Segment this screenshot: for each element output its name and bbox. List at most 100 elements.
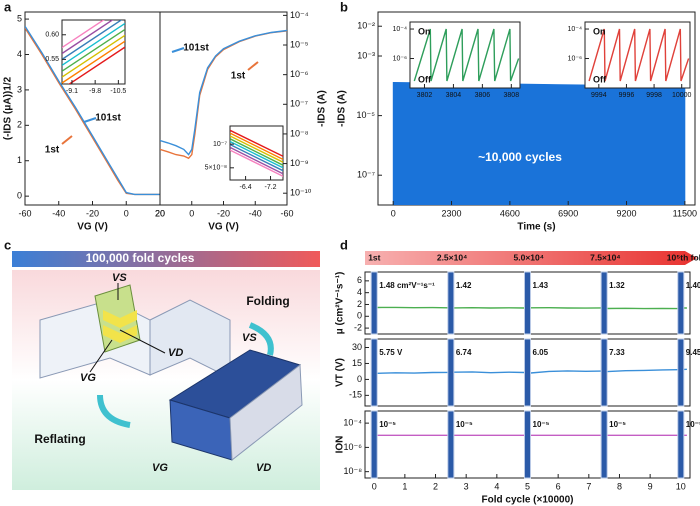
y-tick-label: 0.60	[45, 32, 59, 39]
y-tick-label: 0	[17, 191, 22, 201]
y-tick-label: 10⁻⁷	[290, 99, 308, 109]
y-tick-label: 3	[17, 84, 22, 94]
y-tick-label: 10⁻¹⁰	[290, 188, 312, 198]
plot-area	[230, 129, 283, 177]
y-tick-label: 10⁻⁴	[393, 26, 408, 33]
annotation: 10⁻⁵	[686, 420, 700, 429]
y-tick-label: 10⁻⁷	[213, 141, 227, 148]
plot-area	[588, 28, 690, 82]
x-tick-label: 2300	[442, 208, 462, 218]
series-label: 1st	[45, 145, 60, 156]
line	[230, 140, 283, 169]
y-tick-label: 10⁻⁵	[357, 110, 376, 120]
annotation: ~10,000 cycles	[478, 150, 562, 164]
annotation: 10⁻⁵	[379, 420, 396, 429]
annotation: 1.40	[686, 281, 700, 290]
line	[68, 46, 125, 84]
x-tick-label: 1	[402, 481, 407, 491]
x-tick-label: 2	[433, 481, 438, 491]
y-tick-label: 2	[357, 299, 362, 309]
fold-marker	[447, 338, 455, 407]
x-tick-label: -9.8	[89, 88, 101, 95]
cycle-arrow	[365, 251, 697, 265]
y-tick-label: 10⁻⁶	[568, 55, 582, 62]
y-tick-label: 0.55	[45, 56, 59, 63]
fold-marker	[600, 410, 608, 479]
fold-marker	[677, 338, 685, 407]
line	[62, 20, 114, 55]
x-tick-label: 3	[464, 481, 469, 491]
y-axis-label: -IDS (A)	[337, 90, 348, 127]
x-tick-label: 8	[617, 481, 622, 491]
x-tick-label: 0	[124, 208, 129, 218]
annotation: 1.32	[609, 281, 625, 290]
fold-marker	[370, 338, 378, 407]
x-tick-label: 11500	[673, 208, 697, 218]
x-tick-label: 3808	[504, 92, 520, 99]
open-book	[39, 284, 231, 379]
x-tick-label: -40	[249, 208, 262, 218]
cycle-label: 7.5×10⁴	[590, 252, 620, 262]
label-arrow	[247, 61, 259, 71]
y-tick-label: 10⁻⁹	[290, 158, 309, 168]
y-tick-label: 4	[357, 287, 362, 297]
x-tick-label: -40	[52, 208, 65, 218]
fold-marker	[600, 338, 608, 407]
x-tick-label: 3804	[446, 92, 462, 99]
x-tick-label: 3806	[475, 92, 491, 99]
y-tick-label: 10⁻⁵	[290, 39, 309, 49]
cycle-label: 10⁵th fold cycle	[667, 252, 700, 262]
annotation: Off	[418, 74, 432, 84]
y-tick-label: 0	[357, 311, 362, 321]
y-axis-label: ION	[335, 436, 346, 454]
x-tick-label: 4600	[500, 208, 520, 218]
label-arrow	[61, 135, 73, 145]
x-tick-label: -60	[280, 208, 293, 218]
x-tick-label: -10.5	[110, 88, 126, 95]
x-tick-label: 0	[391, 208, 396, 218]
x-tick-label: -20	[86, 208, 99, 218]
annotation: 6.05	[533, 348, 549, 357]
leader	[89, 339, 113, 373]
series-label: 101st	[95, 113, 121, 124]
terminal-label: VD	[256, 462, 271, 474]
y-axis-label: (-IDS (μA))1/2	[3, 76, 14, 140]
terminal-label: VS	[112, 272, 127, 284]
y-tick-label: 10⁻⁷	[357, 170, 375, 180]
line	[588, 28, 690, 82]
y-tick-label: 4	[17, 49, 22, 59]
x-tick-label: 20	[155, 208, 165, 218]
plot-area	[62, 20, 125, 84]
panel-c: c 100,000 fold cycles Folding Reflating …	[4, 237, 320, 490]
x-tick-label: 0	[189, 208, 194, 218]
y-tick-label: 5×10⁻⁸	[205, 165, 227, 172]
fold-marker	[370, 410, 378, 479]
y-tick-label: 10⁻⁶	[344, 442, 363, 452]
arrow	[97, 394, 131, 428]
line	[62, 34, 125, 78]
panel-letter: c	[4, 237, 11, 252]
x-tick-label: 6900	[558, 208, 578, 218]
line	[230, 149, 283, 177]
y-tick-label: 10⁻⁴	[290, 10, 309, 20]
x-tick-label: 10	[676, 481, 686, 491]
label-arrow	[171, 47, 185, 53]
fold-marker	[447, 410, 455, 479]
annotation: 7.33	[609, 348, 625, 357]
line	[377, 368, 687, 374]
leader	[119, 329, 166, 354]
fold-marker	[447, 271, 455, 335]
y-axis-label: VT (V)	[335, 358, 346, 387]
x-tick-label: 9994	[591, 92, 607, 99]
plot-area	[413, 28, 520, 82]
line	[62, 40, 125, 84]
y-tick-label: 2	[17, 120, 22, 130]
x-tick-label: -9.1	[66, 88, 78, 95]
x-axis-label: Fold cycle (×10000)	[482, 495, 574, 506]
y-tick-label: 0	[357, 374, 362, 384]
line	[377, 306, 687, 310]
x-tick-label: 5	[525, 481, 530, 491]
x-tick-label: -7.2	[264, 184, 276, 191]
x-tick-label: 0	[372, 481, 377, 491]
